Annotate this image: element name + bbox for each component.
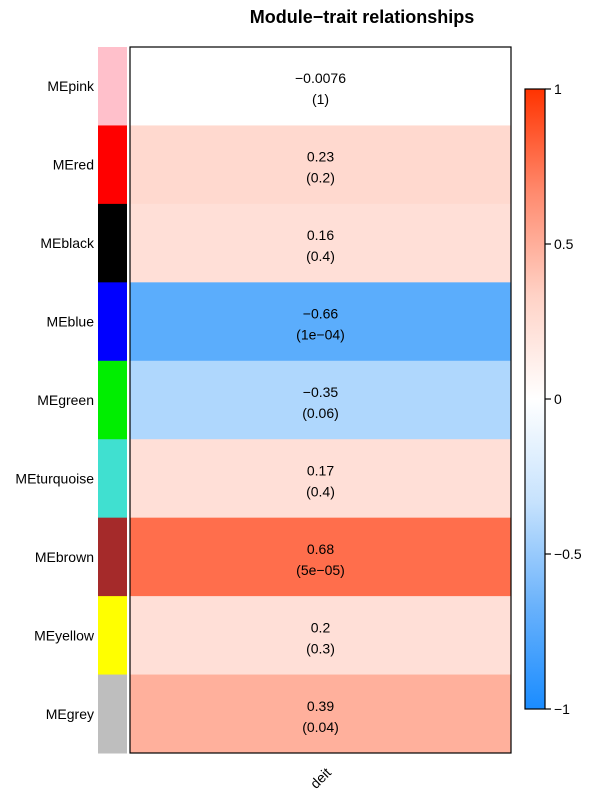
cell-pvalue-label: (0.2) — [306, 170, 335, 186]
colorbar-tick-label: −1 — [554, 701, 570, 717]
heatmap-frame — [129, 46, 512, 754]
trait-label-deit: deit — [307, 764, 334, 791]
module-swatch-MEpink — [98, 47, 127, 126]
heatmap-cell-MEturquoise — [130, 439, 511, 519]
cell-pvalue-label: (1) — [312, 91, 329, 107]
cell-correlation-label: 0.17 — [307, 462, 334, 478]
colorbar-tick-label: −0.5 — [554, 546, 582, 562]
cell-pvalue-label: (0.06) — [302, 405, 339, 421]
module-swatch-MEred — [98, 125, 127, 205]
module-label-MEgreen: MEgreen — [37, 392, 94, 408]
module-labels: MEpink MEred MEblack MEblue MEgreen MEturquoi… — [15, 78, 95, 722]
module-label-MEgrey: MEgrey — [46, 706, 94, 722]
module-label-MEred: MEred — [53, 157, 94, 173]
module-swatch-MEblack — [98, 203, 127, 283]
cell-pvalue-label: (5e−05) — [296, 562, 345, 578]
module-color-swatches — [98, 47, 127, 754]
heatmap-cells: −0.0076 (1) 0.23 (0.2) 0.16 (0.4) −0.66 (1e−04)… — [130, 47, 511, 754]
module-label-MEyellow: MEyellow — [34, 627, 95, 643]
colorbar-tick-label: 1 — [554, 81, 562, 97]
cell-correlation-label: −0.66 — [303, 306, 339, 322]
cell-correlation-label: 0.16 — [307, 227, 334, 243]
heatmap-cell-MEgreen — [130, 360, 511, 440]
module-label-MEpink: MEpink — [47, 78, 95, 94]
colorbar-tick-label: 0 — [554, 391, 562, 407]
module-swatch-MEgreen — [98, 360, 127, 440]
heatmap-cell-MEblack — [130, 203, 511, 283]
cell-correlation-label: −0.35 — [303, 384, 339, 400]
cell-correlation-label: −0.0076 — [295, 70, 346, 86]
chart-title: Module−trait relationships — [250, 7, 475, 27]
module-swatch-MEturquoise — [98, 439, 127, 519]
cell-pvalue-label: (1e−04) — [296, 327, 345, 343]
colorbar: 1 0.5 0 −0.5 −1 — [524, 81, 582, 717]
heatmap-cell-MEred — [130, 125, 511, 205]
module-label-MEblue: MEblue — [47, 314, 95, 330]
heatmap-cell-MEbrown — [130, 517, 511, 597]
module-swatch-MEgrey — [98, 674, 127, 754]
cell-pvalue-label: (0.04) — [302, 719, 339, 735]
heatmap-cell-MEyellow — [130, 596, 511, 676]
cell-pvalue-label: (0.4) — [306, 483, 335, 499]
cell-correlation-label: 0.2 — [311, 619, 331, 635]
cell-correlation-label: 0.68 — [307, 541, 334, 557]
cell-pvalue-label: (0.4) — [306, 248, 335, 264]
heatmap-cell-MEgrey — [130, 674, 511, 754]
module-label-MEblack: MEblack — [40, 235, 95, 251]
heatmap-cell-MEpink — [130, 47, 511, 126]
cell-correlation-label: 0.23 — [307, 149, 334, 165]
cell-pvalue-label: (0.3) — [306, 640, 335, 656]
cell-correlation-label: 0.39 — [307, 698, 334, 714]
module-swatch-MEbrown — [98, 517, 127, 597]
heatmap-cell-MEblue — [130, 282, 511, 362]
module-label-MEbrown: MEbrown — [35, 549, 94, 565]
module-label-MEturquoise: MEturquoise — [15, 470, 94, 486]
module-swatch-MEblue — [98, 282, 127, 362]
colorbar-tick-label: 0.5 — [554, 236, 574, 252]
trait-labels: deit — [307, 764, 334, 791]
colorbar-gradient — [524, 88, 546, 710]
module-swatch-MEyellow — [98, 596, 127, 676]
